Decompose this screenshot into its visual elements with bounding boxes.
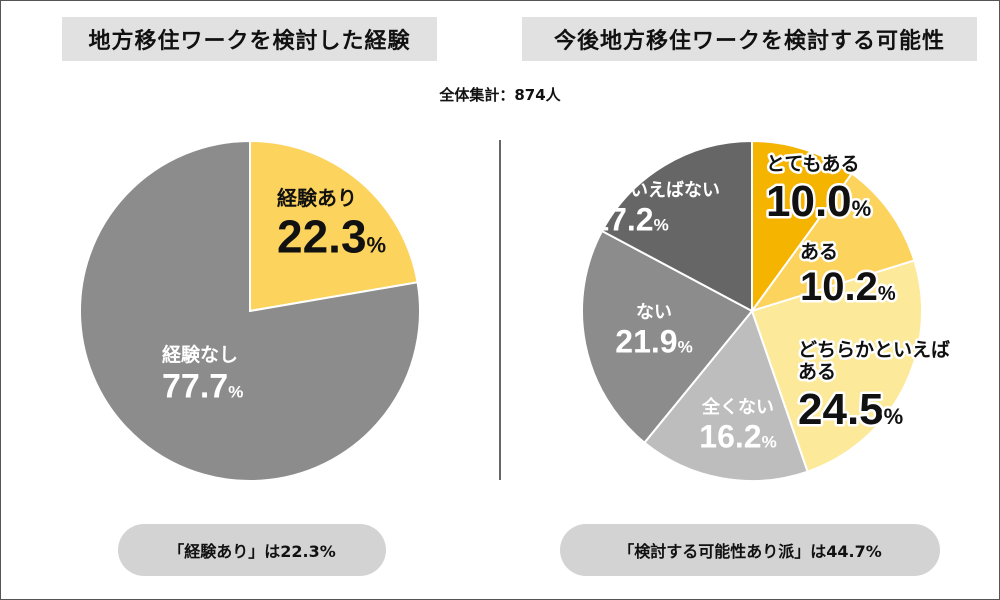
slice-value-label: 16.2% — [699, 418, 776, 454]
pie2-slice-2 — [749, 172, 916, 313]
slice-category-label: とてもある — [766, 153, 859, 175]
slice-category-label: ない — [636, 302, 672, 323]
slice-category-label: 経験あり — [277, 186, 357, 210]
slice-value-label: 17.2% — [591, 201, 668, 237]
right-chart-title: 今後地方移住ワークを検討する可能性 — [522, 17, 977, 61]
slice-category-label: どちらかといえばある — [798, 339, 950, 383]
slice-value-label: 24.5% — [798, 385, 903, 434]
pie2-slice-5 — [581, 229, 754, 445]
chart-divider — [499, 140, 501, 480]
left-chart-title: 地方移住ワークを検討した経験 — [62, 17, 437, 61]
pie2-slice-3 — [750, 259, 923, 473]
slice-category-label: ある — [800, 241, 838, 263]
pie2-slice-4 — [643, 308, 809, 482]
left-summary-pill: 「経験あり」は22.3% — [118, 524, 386, 576]
right-summary-pill: 「検討する可能性あり派」は44.7% — [560, 524, 940, 576]
pie2-slice-1 — [751, 139, 854, 315]
pie1-slice-2 — [79, 139, 421, 482]
slice-value-label: 10.2% — [800, 265, 896, 309]
slice-category-label: どちらかといえばない — [540, 180, 720, 201]
slice-value-label: 22.3% — [277, 211, 386, 263]
slice-category-label: 経験なし — [162, 343, 238, 366]
slice-category-label: 全くない — [701, 396, 774, 418]
total-respondents: 全体集計：874人 — [439, 86, 561, 104]
pie2-slice-6 — [600, 139, 753, 313]
slice-value-label: 77.7% — [162, 367, 243, 405]
pie1-slice-1 — [249, 139, 419, 313]
slice-value-label: 10.0% — [766, 177, 871, 226]
slice-value-label: 21.9% — [615, 323, 692, 359]
